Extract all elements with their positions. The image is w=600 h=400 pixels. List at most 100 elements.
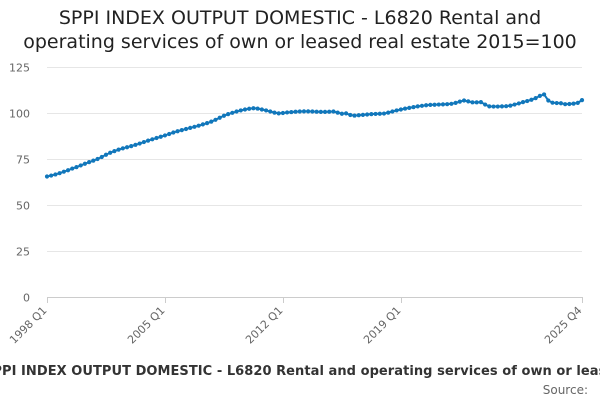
data-point bbox=[419, 103, 425, 108]
data-point bbox=[373, 111, 378, 117]
data-point bbox=[520, 100, 526, 105]
data-point bbox=[49, 173, 54, 178]
data-point bbox=[57, 171, 62, 176]
data-point bbox=[575, 100, 580, 105]
data-point bbox=[504, 104, 509, 109]
data-point bbox=[280, 110, 286, 116]
x-axis: 1998 Q1 2005 Q1 2012 Q1 2019 Q1 2025 Q4 bbox=[7, 297, 585, 346]
data-point bbox=[457, 99, 462, 104]
data-point bbox=[402, 106, 408, 111]
y-axis: 0 25 50 75 100 125 bbox=[9, 62, 30, 305]
data-point bbox=[499, 104, 505, 109]
data-point bbox=[563, 102, 568, 107]
data-point bbox=[247, 106, 252, 111]
data-point bbox=[381, 111, 387, 116]
data-point bbox=[491, 104, 496, 109]
data-point bbox=[217, 115, 222, 120]
y-tick-label: 25 bbox=[16, 246, 30, 259]
y-tick-label: 0 bbox=[23, 292, 30, 305]
data-point bbox=[470, 100, 475, 105]
data-point bbox=[453, 100, 458, 105]
data-point bbox=[133, 142, 138, 147]
data-point bbox=[529, 97, 534, 102]
data-point bbox=[103, 152, 109, 157]
data-point bbox=[179, 128, 184, 133]
data-point bbox=[525, 98, 530, 104]
x-tick-label: 2025 Q4 bbox=[542, 304, 585, 347]
y-tick-label: 125 bbox=[9, 62, 30, 75]
data-point bbox=[445, 102, 450, 107]
data-point bbox=[487, 104, 492, 109]
data-point bbox=[516, 101, 521, 106]
data-point bbox=[61, 169, 66, 174]
data-point bbox=[154, 135, 159, 141]
data-point bbox=[314, 109, 319, 114]
data-point bbox=[579, 98, 585, 103]
data-point bbox=[310, 109, 315, 114]
data-point bbox=[196, 123, 201, 128]
data-point bbox=[91, 158, 96, 163]
data-point bbox=[495, 104, 500, 109]
data-point bbox=[112, 148, 117, 154]
data-point bbox=[183, 126, 189, 132]
y-tick-label: 100 bbox=[9, 108, 30, 121]
data-point bbox=[53, 172, 58, 177]
data-point bbox=[293, 109, 298, 114]
data-point bbox=[213, 117, 218, 122]
data-point bbox=[204, 121, 210, 126]
data-point bbox=[158, 134, 163, 139]
data-point bbox=[74, 165, 79, 170]
data-point bbox=[318, 109, 323, 114]
data-point bbox=[146, 138, 151, 143]
data-point bbox=[276, 111, 281, 116]
x-tick-label: 1998 Q1 bbox=[7, 304, 50, 347]
data-point bbox=[537, 93, 542, 98]
data-point bbox=[424, 103, 429, 108]
data-point bbox=[44, 174, 50, 179]
data-point bbox=[322, 109, 328, 114]
data-point bbox=[87, 160, 92, 165]
data-point bbox=[192, 124, 197, 129]
data-point bbox=[120, 146, 125, 151]
data-point bbox=[390, 109, 395, 114]
chart-title-line-1: SPPI INDEX OUTPUT DOMESTIC - L6820 Renta… bbox=[58, 7, 542, 29]
legend-series-label: SPPI INDEX OUTPUT DOMESTIC - L6820 Renta… bbox=[0, 364, 600, 379]
data-point bbox=[116, 147, 121, 152]
data-point bbox=[339, 111, 344, 116]
data-point bbox=[242, 107, 248, 112]
data-point bbox=[571, 101, 576, 106]
data-point bbox=[356, 113, 361, 118]
data-point bbox=[306, 109, 311, 114]
data-point bbox=[360, 112, 366, 117]
data-point bbox=[415, 104, 420, 109]
data-point bbox=[508, 103, 513, 108]
data-point bbox=[301, 109, 307, 114]
data-point bbox=[428, 102, 433, 107]
data-point bbox=[272, 110, 277, 115]
data-point bbox=[263, 108, 269, 113]
data-point bbox=[78, 163, 83, 168]
y-tick-label: 50 bbox=[16, 200, 30, 213]
y-tick-label: 75 bbox=[16, 154, 30, 167]
data-point bbox=[209, 119, 214, 124]
data-point bbox=[297, 109, 302, 114]
data-point bbox=[175, 129, 180, 134]
data-point bbox=[129, 144, 134, 149]
chart-title: SPPI INDEX OUTPUT DOMESTIC - L6820 Renta… bbox=[0, 6, 600, 54]
data-point bbox=[70, 166, 75, 171]
data-point bbox=[546, 98, 551, 103]
data-point bbox=[255, 106, 260, 111]
data-point bbox=[99, 154, 104, 160]
data-point bbox=[533, 96, 538, 101]
data-point bbox=[440, 102, 446, 107]
data-point bbox=[377, 111, 382, 116]
data-point bbox=[411, 105, 416, 110]
legend: SPPI INDEX OUTPUT DOMESTIC - L6820 Renta… bbox=[0, 364, 600, 382]
data-point bbox=[82, 161, 88, 166]
data-point bbox=[162, 133, 168, 138]
data-point bbox=[398, 107, 403, 112]
data-point bbox=[285, 110, 290, 115]
data-point bbox=[259, 107, 264, 112]
x-tick-label: 2012 Q1 bbox=[243, 304, 286, 347]
data-point bbox=[167, 131, 172, 137]
